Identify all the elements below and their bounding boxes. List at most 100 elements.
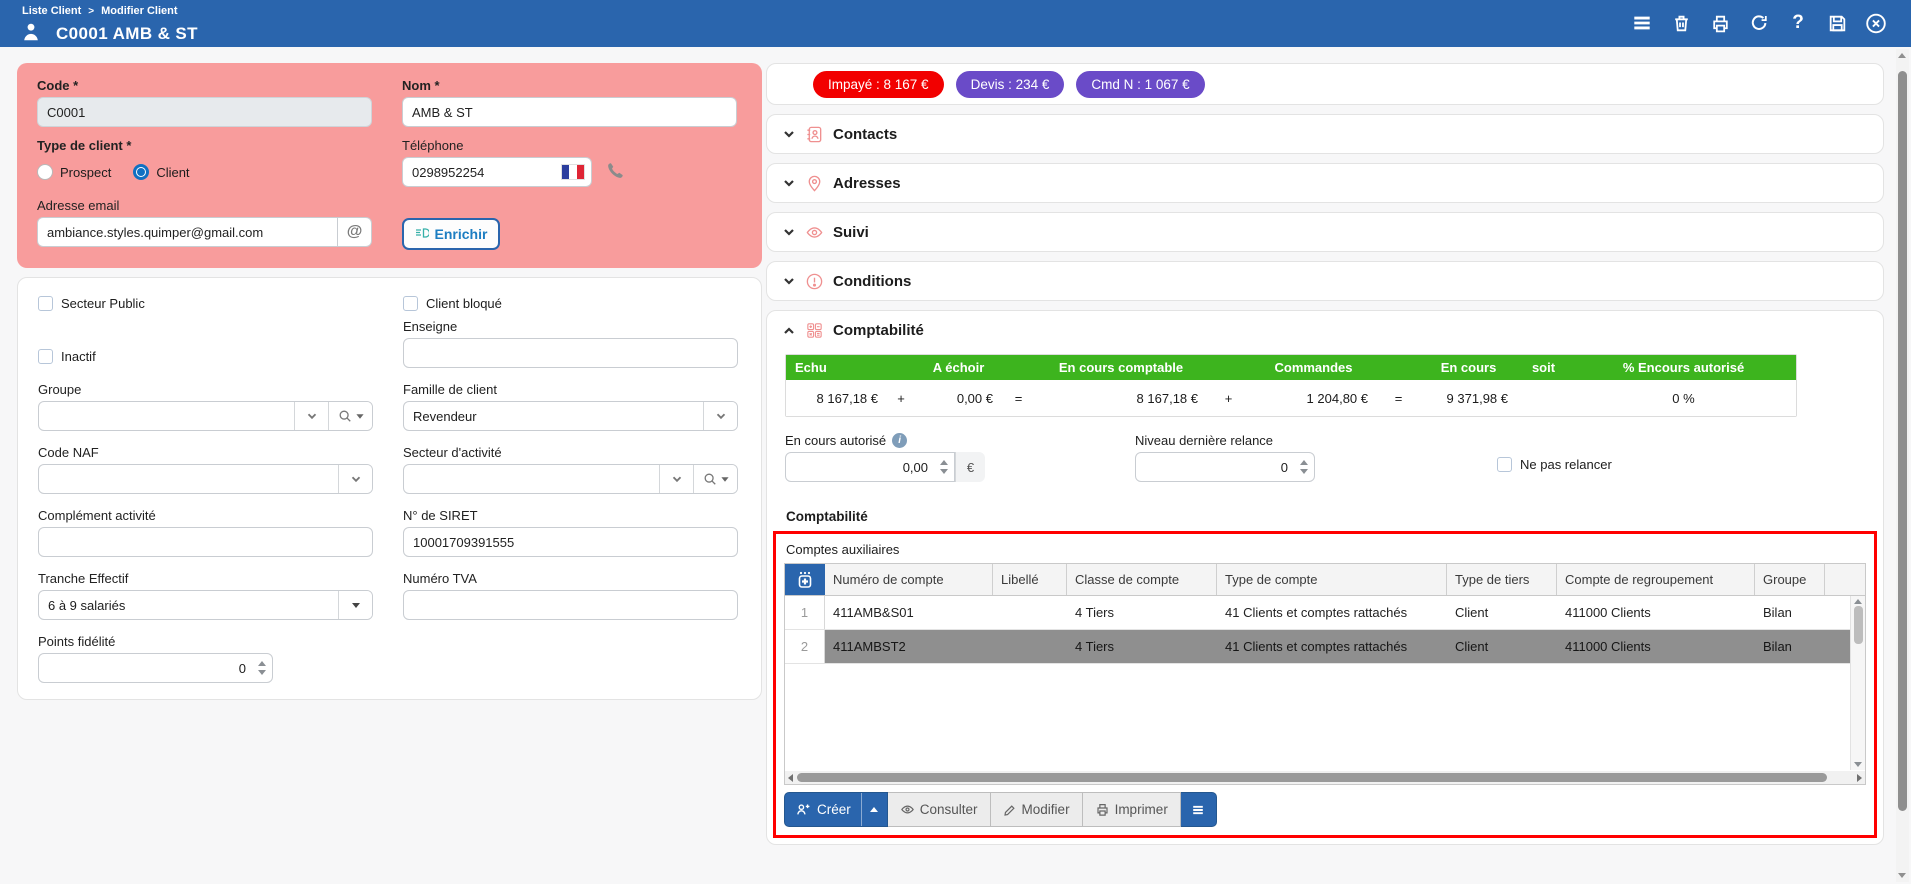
groupe-select[interactable]	[38, 401, 373, 431]
badge-impaye[interactable]: Impayé : 8 167 €	[813, 70, 944, 98]
scroll-left-arrow[interactable]	[788, 773, 793, 782]
scroll-right-arrow[interactable]	[1857, 773, 1862, 782]
print-icon[interactable]	[1709, 12, 1731, 34]
stepper-arrows[interactable]	[252, 654, 272, 682]
niveau-relance-stepper[interactable]: 0	[1135, 452, 1315, 482]
save-icon[interactable]	[1826, 12, 1848, 34]
table-row[interactable]: 1 411AMB&S01 4 Tiers 41 Clients et compt…	[785, 596, 1865, 630]
close-icon[interactable]	[1865, 12, 1887, 34]
creer-button[interactable]: Créer	[784, 792, 888, 827]
chevron-down-icon[interactable]	[659, 465, 693, 493]
client-bloque-checkbox[interactable]	[403, 296, 418, 311]
client-icon	[20, 21, 42, 46]
scrollbar-thumb[interactable]	[797, 773, 1827, 782]
numero-tva-input[interactable]	[403, 590, 738, 620]
telephone-input[interactable]	[402, 157, 592, 187]
table-vertical-scrollbar[interactable]	[1850, 596, 1865, 770]
consulter-button[interactable]: Consulter	[887, 792, 991, 827]
operator-equals: =	[1001, 380, 1036, 416]
chevron-down-icon[interactable]	[294, 402, 328, 430]
niveau-relance-value: 0	[1280, 459, 1288, 475]
cell-classe-compte: 4 Tiers	[1075, 605, 1115, 620]
scroll-up-arrow[interactable]	[1854, 599, 1862, 604]
imprimer-button[interactable]: Imprimer	[1082, 792, 1181, 827]
code-input[interactable]	[37, 97, 372, 127]
nom-input[interactable]	[402, 97, 737, 127]
stepper-arrows[interactable]	[1294, 453, 1314, 481]
column-header[interactable]: Type de tiers	[1447, 564, 1557, 595]
scroll-down-arrow[interactable]	[1854, 762, 1862, 767]
siret-input[interactable]	[403, 527, 738, 557]
phone-icon[interactable]	[604, 160, 626, 185]
radio-prospect[interactable]	[37, 164, 53, 180]
creer-dropdown-toggle[interactable]	[860, 793, 887, 826]
caret-down-icon	[720, 476, 729, 482]
contacts-icon	[807, 126, 822, 142]
column-header[interactable]: Classe de compte	[1067, 564, 1217, 595]
secteur-activite-search-button[interactable]	[693, 465, 737, 493]
breadcrumb-liste-client[interactable]: Liste Client	[22, 5, 82, 17]
scrollbar-thumb[interactable]	[1898, 71, 1907, 811]
table-horizontal-scrollbar[interactable]	[785, 771, 1865, 784]
add-row-button[interactable]	[785, 564, 825, 595]
radio-client[interactable]	[133, 164, 150, 180]
encours-value-en-cours: 9 371,98 €	[1421, 380, 1516, 416]
caret-down-icon[interactable]	[338, 591, 372, 619]
map-pin-icon	[808, 175, 821, 192]
accordion-comptabilite-title: Comptabilité	[833, 322, 924, 339]
chevron-down-icon[interactable]	[338, 465, 372, 493]
breadcrumb-separator: >	[88, 5, 95, 17]
secteur-public-checkbox[interactable]	[38, 296, 53, 311]
table-row-selected[interactable]: 2 411AMBST2 4 Tiers 41 Clients et compte…	[785, 630, 1865, 664]
menu-icon[interactable]	[1631, 12, 1653, 34]
scroll-down-arrow[interactable]	[1898, 873, 1906, 878]
accordion-adresses[interactable]: Adresses	[766, 163, 1884, 203]
complement-activite-input[interactable]	[38, 527, 373, 557]
scroll-up-arrow[interactable]	[1898, 53, 1906, 58]
accordion-conditions[interactable]: Conditions	[766, 261, 1884, 301]
page-vertical-scrollbar[interactable]	[1896, 49, 1909, 882]
info-icon[interactable]: i	[892, 433, 908, 448]
trash-icon[interactable]	[1670, 12, 1692, 34]
caret-down-icon	[355, 413, 364, 419]
ne-pas-relancer-checkbox[interactable]	[1497, 457, 1512, 472]
stepper-arrows[interactable]	[934, 453, 954, 481]
column-header[interactable]: Type de compte	[1217, 564, 1447, 595]
secteur-activite-label: Secteur d'activité	[403, 445, 502, 460]
enrichir-button[interactable]: Enrichir	[402, 218, 500, 250]
points-fidelite-stepper[interactable]: 0	[38, 653, 273, 683]
chevron-down-icon[interactable]	[703, 402, 737, 430]
code-naf-select[interactable]	[38, 464, 373, 494]
badge-commandes[interactable]: Cmd N : 1 067 €	[1076, 70, 1205, 98]
en-cours-autorise-stepper[interactable]: 0,00	[785, 452, 955, 482]
tranche-effectif-select[interactable]: 6 à 9 salariés	[38, 590, 373, 620]
toolbar-menu-button[interactable]	[1180, 792, 1217, 827]
creer-button-label: Créer	[817, 802, 851, 817]
nom-label: Nom *	[402, 78, 440, 93]
groupe-search-button[interactable]	[328, 402, 372, 430]
help-icon[interactable]: ?	[1792, 12, 1804, 33]
inactif-checkbox[interactable]	[38, 349, 53, 364]
badge-devis[interactable]: Devis : 234 €	[955, 70, 1065, 98]
chevron-down-icon	[784, 229, 794, 236]
column-header[interactable]: Numéro de compte	[825, 564, 993, 595]
table-empty-area	[785, 664, 1865, 770]
column-header[interactable]: Libellé	[993, 564, 1067, 595]
refresh-icon[interactable]	[1748, 12, 1770, 34]
column-header[interactable]: Groupe	[1755, 564, 1825, 595]
accordion-contacts[interactable]: Contacts	[766, 114, 1884, 154]
accordion-suivi[interactable]: Suivi	[766, 212, 1884, 252]
famille-client-select[interactable]: Revendeur	[403, 401, 738, 431]
secteur-activite-select[interactable]	[403, 464, 738, 494]
scrollbar-thumb[interactable]	[1853, 606, 1863, 644]
accordion-comptabilite-header[interactable]: Comptabilité	[773, 321, 1877, 340]
enseigne-input[interactable]	[403, 338, 738, 368]
column-header[interactable]: Compte de regroupement	[1557, 564, 1755, 595]
modifier-button[interactable]: Modifier	[990, 792, 1083, 827]
email-input[interactable]	[37, 217, 338, 247]
encours-header-echu: Echu	[786, 355, 886, 380]
famille-client-label: Famille de client	[403, 382, 497, 397]
details-panel: Secteur Public Client bloqué Inactif Ens…	[17, 277, 762, 700]
enrich-icon	[415, 226, 430, 242]
radio-client-label: Client	[156, 164, 190, 180]
